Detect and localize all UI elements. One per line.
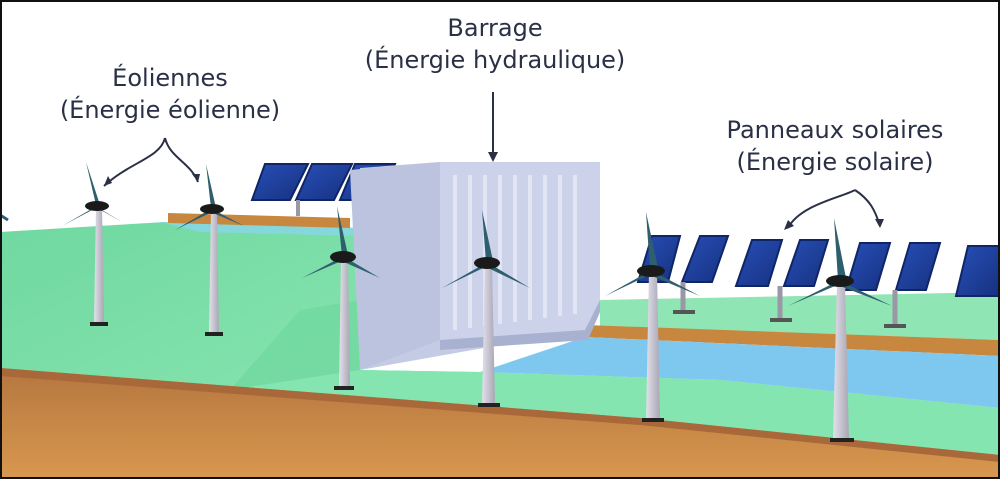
wind-turbine-6 — [788, 218, 892, 442]
wind-label: Éoliennes (Énergie éolienne) — [30, 62, 310, 126]
solar-label-subtitle: (Énergie solaire) — [736, 148, 934, 176]
wind-label-title: Éoliennes — [112, 64, 228, 92]
wind-turbine-1 — [62, 162, 122, 326]
solar-callout-arrows — [784, 189, 884, 230]
wind-label-subtitle: (Énergie éolienne) — [59, 96, 281, 124]
wind-turbine-4 — [442, 210, 530, 407]
wind-turbine-3 — [302, 206, 380, 390]
dirt-bank — [0, 368, 1000, 479]
wind-callout-arrows — [103, 137, 200, 187]
wind-turbine-5 — [605, 212, 700, 422]
solar-label-title: Panneaux solaires — [726, 116, 944, 144]
dam-label-subtitle: (Énergie hydraulique) — [364, 46, 626, 74]
solar-label: Panneaux solaires (Énergie solaire) — [690, 114, 980, 178]
wind-turbine-2 — [175, 164, 244, 336]
dam-label-title: Barrage — [447, 14, 543, 42]
dam-callout-arrow — [488, 92, 498, 162]
dam-label: Barrage (Énergie hydraulique) — [345, 12, 645, 76]
solar-panel-row-right — [636, 235, 1000, 328]
ground — [0, 213, 1000, 479]
dam — [350, 162, 600, 370]
river — [480, 337, 1000, 408]
